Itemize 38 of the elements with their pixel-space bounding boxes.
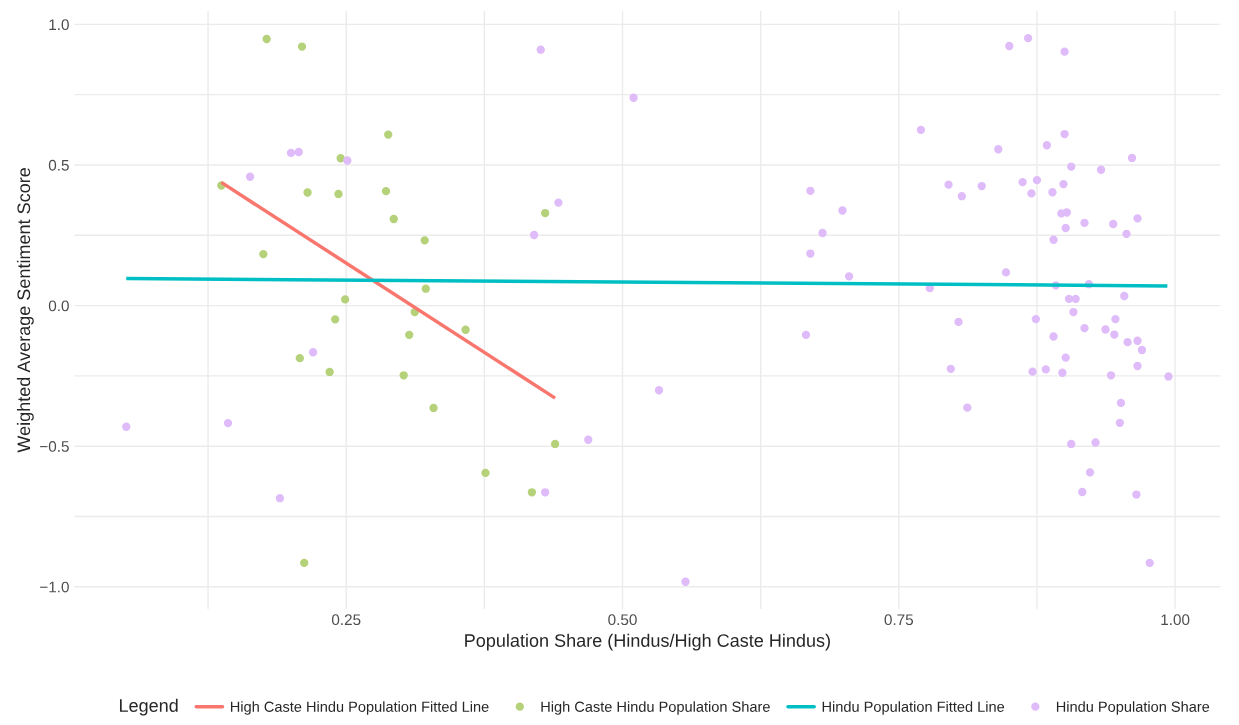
x-axis-title: Population Share (Hindus/High Caste Hindus) (465, 633, 830, 651)
point (420, 236, 429, 245)
point (405, 330, 414, 339)
point (429, 403, 438, 413)
point (384, 130, 393, 139)
point (259, 249, 268, 259)
point (527, 488, 537, 497)
point (340, 295, 350, 304)
point (540, 208, 550, 218)
y-tick-label: 0.5 (48, 159, 69, 171)
point (550, 439, 560, 449)
point (389, 214, 398, 224)
y-tick-label: 1.0 (49, 19, 69, 31)
point (481, 468, 490, 478)
legend-title: Legend (119, 698, 178, 716)
y-tick-label: −1.0 (40, 581, 69, 593)
point (421, 284, 430, 293)
point (300, 558, 309, 568)
point (334, 189, 343, 199)
point (399, 371, 408, 380)
x-tick-label: 0.25 (331, 614, 361, 626)
x-tick-label: 0.75 (884, 614, 914, 626)
legend-label: Hindu Population Fitted Line (822, 701, 1005, 715)
x-tick-label: 1.00 (1161, 614, 1190, 626)
y-tick-label: −0.5 (40, 441, 69, 452)
y-tick-label: 0.0 (48, 300, 69, 312)
point (331, 315, 340, 324)
legend-label: High Caste Hindu Population Fitted Line (230, 701, 489, 715)
legend-label: Hindu Population Share (1056, 701, 1210, 715)
x-tick-label: 0.50 (608, 614, 637, 626)
point (325, 367, 334, 377)
point (295, 354, 304, 363)
y-axis-title: Weighted Average Sentiment Score (16, 168, 34, 453)
legend-label: High Caste Hindu Population Share (541, 701, 770, 715)
point (297, 42, 307, 51)
point (262, 34, 271, 44)
point (461, 325, 470, 334)
point (381, 186, 391, 196)
